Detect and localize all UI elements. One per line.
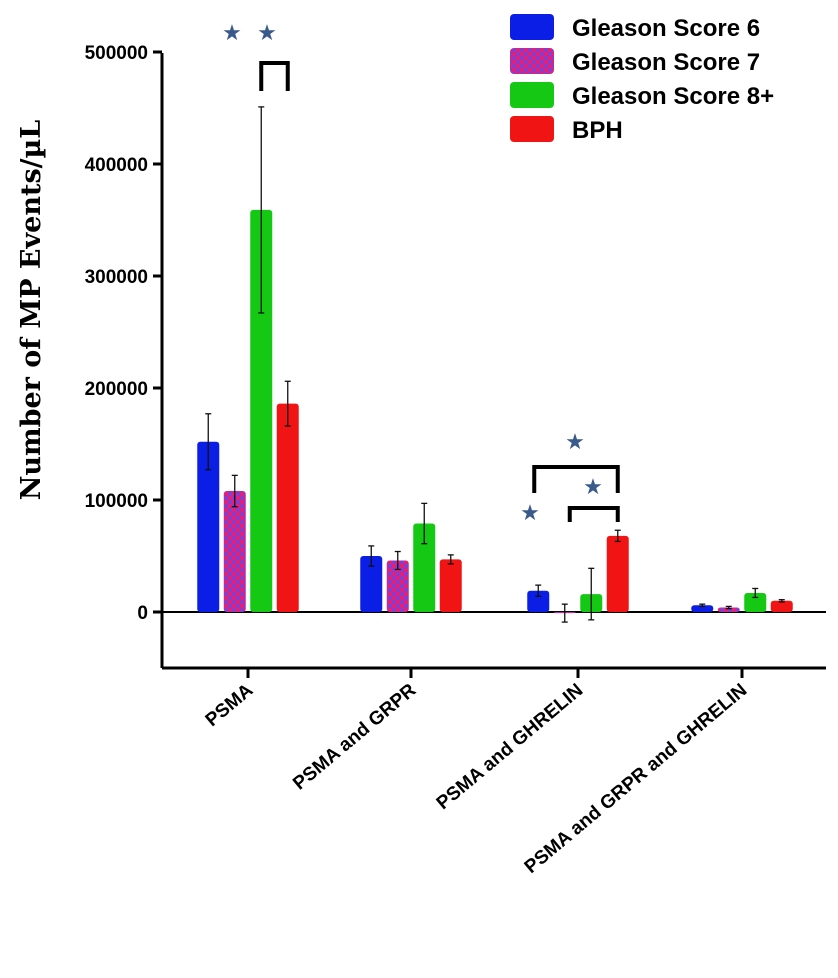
y-tick-label: 200000 [85,379,148,400]
legend-label: Gleason Score 6 [572,15,760,42]
significance-star: ★ [520,501,540,526]
error-bars [205,106,785,623]
bar [413,523,436,612]
y-tick-label: 400000 [85,155,148,176]
y-tick-label: 500000 [85,43,148,64]
significance-star: ★ [222,21,242,46]
significance-star: ★ [583,475,603,500]
legend-swatch [510,82,554,108]
y-tick-label: 0 [137,603,148,624]
x-tick-label: PSMA and GRPR [289,680,420,795]
bar [744,592,767,612]
bar [527,590,550,612]
bar [717,607,740,612]
significance-star: ★ [565,430,585,455]
significance-star: ★ [257,21,277,46]
bar [770,600,793,612]
y-axis: 0 100000 200000 300000 400000 500000 [85,43,164,668]
bar [606,535,629,612]
significance-bracket [567,506,620,522]
legend: Gleason Score 6 Gleason Score 7 Gleason Sc… [510,14,774,144]
bar [250,209,273,613]
bar [691,605,714,612]
bar [386,560,409,612]
legend-label: Gleason Score 8+ [572,83,774,110]
legend-swatch [510,48,554,74]
significance-bracket [259,61,290,91]
y-tick-label: 100000 [85,491,148,512]
bar [360,556,383,612]
y-tick-label: 300000 [85,267,148,288]
legend-swatch [510,14,554,40]
bar [276,403,299,612]
legend-label: BPH [572,117,623,144]
bar [223,491,246,612]
legend-label: Gleason Score 7 [572,49,760,76]
bars [197,209,793,614]
bar [439,559,462,612]
x-tick-label: PSMA and GHRELIN [433,680,587,814]
y-axis-label: Number of MP Events/µL [16,120,47,501]
significance-markers: ★ ★ ★ ★ ★ [222,21,620,526]
significance-bracket [532,465,620,493]
x-tick-label: PSMA [202,680,258,732]
bar [197,441,220,612]
legend-swatch [510,116,554,142]
